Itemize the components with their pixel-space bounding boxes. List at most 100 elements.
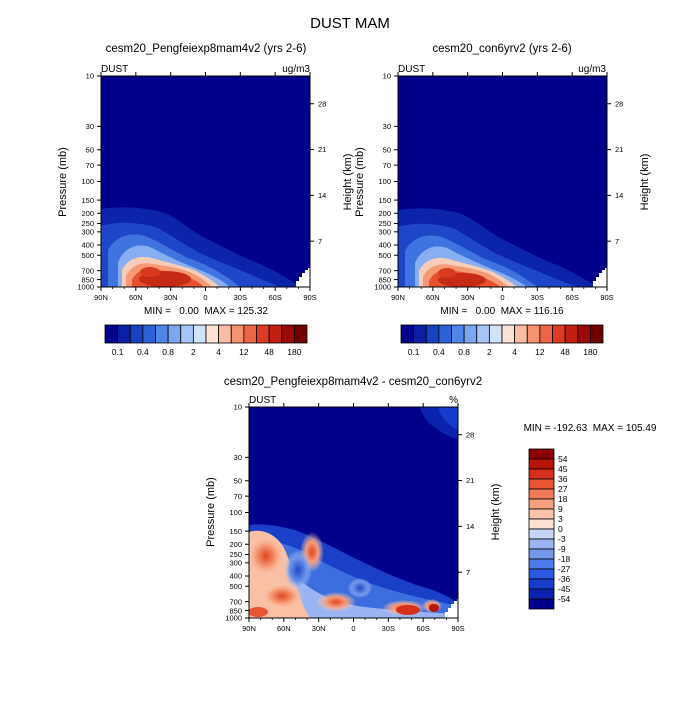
- panel-1-ytick-label: 50: [383, 145, 391, 154]
- panel-2-ytick-label: 10: [234, 403, 242, 412]
- colorbar-swatch: [129, 324, 144, 344]
- colorbar-swatch: [589, 324, 604, 344]
- panel-0-ytick-label: 200: [81, 209, 94, 218]
- colorbar-swatch: [155, 324, 169, 344]
- diff-colorbar-label: -18: [558, 554, 571, 564]
- panel-0-ytick-label: 1000: [77, 283, 94, 292]
- panel-b-core-inner: [438, 268, 456, 278]
- diff-colorbar-label: 0: [558, 524, 563, 534]
- diff-colorbar-label: -45: [558, 584, 571, 594]
- colorbar-swatch: [142, 324, 156, 344]
- panel-2-ytick-label: 1000: [225, 614, 242, 623]
- panel-2-ytick-label: 250: [229, 550, 242, 559]
- panel-2-ytick-label: 30: [234, 453, 242, 462]
- panel-1-xtick-label: 60S: [565, 293, 578, 302]
- panel-b-ylabel: Pressure (mb): [354, 147, 366, 217]
- colorbar-label: 4: [216, 347, 221, 357]
- panel-c-ylabel: Pressure (mb): [205, 477, 217, 547]
- diff-colorbar-swatch: [528, 458, 555, 470]
- colorbar-swatch: [180, 324, 194, 344]
- panel-a-units-label: ug/m3: [282, 64, 310, 75]
- panel-0-ytick-label: 500: [81, 251, 94, 260]
- panel-b-field: [398, 76, 607, 287]
- panel-2-ytick-label: 200: [229, 540, 242, 549]
- diff-colorbar-swatch: [528, 588, 555, 600]
- colorbar-swatch: [230, 324, 245, 344]
- colorbar-swatch: [539, 324, 553, 344]
- colorbar-swatch: [400, 324, 415, 344]
- panel-c-ylabel-right: Height (km): [490, 484, 502, 541]
- colorbar-swatch: [256, 324, 270, 344]
- panel-a-stats: MIN = 0.00 MAX = 125.32: [144, 306, 268, 317]
- panel-1-xtick-label: 30N: [461, 293, 475, 302]
- panel-1-ytick-label: 70: [383, 161, 391, 170]
- diff-colorbar-swatch: [528, 488, 555, 500]
- diff-colorbar-label: 54: [558, 454, 568, 464]
- panel-c-blue-blob-2: [348, 578, 372, 598]
- panel-2-ytick-right-label: 21: [466, 476, 474, 485]
- colorbar-swatch: [501, 324, 516, 344]
- panel-2-xtick-label: 30S: [382, 624, 395, 633]
- panel-c-red-sh-core-2: [429, 604, 439, 612]
- panel-c-red-sh-core: [396, 605, 420, 615]
- panel-a-axes: 90N 60N 30N 0 30S 60S 90S 10 30 50 70 100 150 2002503…: [77, 72, 326, 302]
- colorbar-label: 12: [239, 347, 249, 357]
- colorbar-swatch: [167, 324, 182, 344]
- colorbar-swatch: [552, 324, 566, 344]
- panel-1-xtick-label: 30S: [531, 293, 544, 302]
- panel-0-ytick-label: 70: [86, 161, 94, 170]
- colorbar-swatch: [281, 324, 295, 344]
- colorbar-label: 4: [512, 347, 517, 357]
- panel-2-xtick-label: 60S: [416, 624, 429, 633]
- panel-1-ytick-label: 30: [383, 122, 391, 131]
- panel-1-ytick-label: 100: [378, 177, 391, 186]
- colorbar-swatch: [451, 324, 465, 344]
- panel-b-terrain: [593, 268, 607, 287]
- panel-0-xtick-label: 90S: [303, 293, 316, 302]
- colorbar-label: 0.4: [137, 347, 149, 357]
- panel-b-stats: MIN = 0.00 MAX = 116.16: [440, 306, 564, 317]
- colorbar-swatch: [526, 324, 541, 344]
- diff-colorbar-swatch: [528, 518, 555, 530]
- colorbar-swatch: [564, 324, 579, 344]
- panel-a-ylabel: Pressure (mb): [57, 147, 69, 217]
- panel-2-xtick-label: 0: [351, 624, 355, 633]
- panel-a-title: cesm20_Pengfeiexp8mam4v2 (yrs 2-6): [106, 43, 307, 55]
- panel-2-ytick-label: 400: [229, 572, 242, 581]
- colorbar-label: 0.1: [112, 347, 124, 357]
- panel-0-xtick-label: 60N: [129, 293, 143, 302]
- panel-2-ytick-label: 300: [229, 559, 242, 568]
- panel-2-ytick-label: 500: [229, 582, 242, 591]
- panel-c-axes: 90N 60N 30N 0 30S 60S 90S 10 30 50 70 100 150 2002503…: [225, 403, 474, 633]
- panel-0-ytick-label: 850: [81, 275, 94, 284]
- panel-b-axes: 90N 60N 30N 0 30S 60S 90S 10 30 50 70 100 150 2002503…: [374, 72, 623, 302]
- colorbar-label: 0.8: [162, 347, 174, 357]
- panel-c-field: [249, 407, 458, 618]
- panel-2-ytick-right-label: 14: [466, 522, 474, 531]
- colorbar-swatch: [268, 324, 283, 344]
- diff-colorbar-label: -3: [558, 534, 566, 544]
- colorbar-swatch: [514, 324, 528, 344]
- panel-c-red-blob-1: [249, 534, 286, 578]
- panel-1-ytick-right-label: 28: [615, 99, 623, 108]
- colorbar-swatch: [293, 324, 308, 344]
- panel-0-xtick-label: 0: [203, 293, 207, 302]
- colorbar-label: 0.4: [433, 347, 445, 357]
- diff-colorbar-swatch: [528, 578, 555, 590]
- panel-a-ylabel-right: Height (km): [342, 154, 354, 211]
- panel-2-ytick-right-label: 28: [466, 430, 474, 439]
- panel-a-terrain: [296, 268, 310, 287]
- panel-1-ytick-right-label: 14: [615, 191, 623, 200]
- panel-0-ytick-label: 300: [81, 228, 94, 237]
- panel-b-colorbar: 0.1 0.4 0.8 2 4 12 48 180: [400, 324, 604, 357]
- panel-1-ytick-label: 700: [378, 266, 391, 275]
- diff-colorbar-label: -9: [558, 544, 566, 554]
- panel-b-units-label: ug/m3: [578, 64, 606, 75]
- diff-colorbar-swatch: [528, 478, 555, 490]
- panel-c-variable-label: DUST: [249, 395, 276, 406]
- colorbar-swatch: [117, 324, 131, 344]
- panel-0-ytick-label: 400: [81, 241, 94, 250]
- panel-0-ytick-label: 700: [81, 266, 94, 275]
- panel-1-ytick-right-label: 7: [615, 237, 619, 246]
